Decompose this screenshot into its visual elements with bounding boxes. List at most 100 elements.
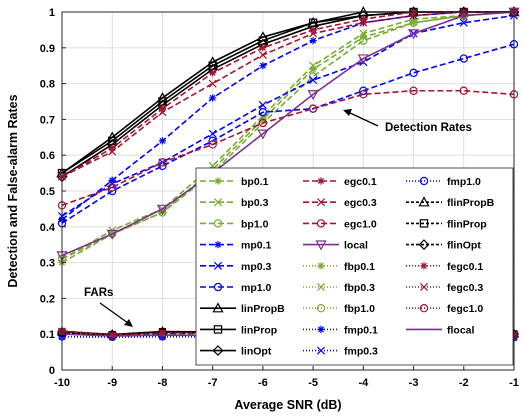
legend-label-linProp: linProp: [241, 324, 277, 336]
point-bp0.1: [309, 65, 317, 73]
x-tick-label: -2: [459, 377, 469, 389]
legend-marker-fbp0.1: [317, 262, 325, 270]
x-tick-label: -1: [509, 377, 519, 389]
line-egc0.3: [61, 11, 514, 178]
point-egc0.3: [208, 79, 217, 88]
point-mp0.1: [259, 62, 267, 70]
annotation-arrowhead-detection: [343, 109, 352, 116]
legend-label-fmp1.0: fmp1.0: [447, 176, 481, 188]
point-bp1.0: [359, 36, 368, 45]
legend-label-flinOpt: flinOpt: [447, 240, 481, 252]
y-tick-label: 0: [49, 365, 55, 377]
legend-marker-local: [315, 240, 327, 251]
x-tick-label: -4: [358, 377, 369, 389]
x-tick-label: -6: [258, 377, 268, 389]
axes: -10 -9 -8 -7 -6 -5 -4 -3 -2 -100.10.20.30.40.50.6…: [40, 7, 519, 389]
legend-label-fbp0.3: fbp0.3: [344, 282, 375, 294]
legend-marker-fmp0.3: [316, 346, 326, 355]
point-egc0.1: [259, 44, 267, 52]
y-tick-label: 0.5: [40, 186, 55, 198]
legend-marker-flinProp: [419, 219, 429, 228]
legend-marker-fbp1.0: [316, 304, 326, 313]
x-tick-label: -7: [208, 377, 218, 389]
point-egc0.3: [359, 18, 368, 27]
point-egc1.0: [108, 183, 117, 192]
point-local: [307, 90, 319, 101]
legend-label-linOpt: linOpt: [241, 346, 272, 358]
legend-marker-fmp0.1: [317, 325, 325, 333]
point-egc0.3: [158, 108, 167, 117]
point-mp1.0: [258, 108, 268, 117]
legend-label-egc0.3: egc0.3: [344, 197, 377, 209]
point-bp0.3: [309, 61, 318, 70]
line-bp0.3: [61, 11, 515, 260]
point-egc0.1: [108, 144, 116, 152]
legend-marker-bp0.3: [213, 198, 223, 207]
line-mp0.1: [61, 11, 514, 221]
point-egc0.1: [158, 105, 167, 113]
point-local: [257, 129, 269, 140]
point-mp0.1: [158, 137, 167, 145]
line-mp0.3: [61, 14, 515, 217]
legend-label-fbp0.1: fbp0.1: [344, 261, 375, 273]
point-egc1.0: [258, 118, 268, 128]
point-linOpt: [458, 6, 470, 18]
annotation-arrowhead-fars: [124, 319, 133, 327]
legend-marker-egc1.0: [316, 219, 326, 228]
point-mp0.3: [258, 101, 267, 110]
legend-label-mp0.3: mp0.3: [241, 261, 272, 273]
point-egc1.0: [308, 104, 318, 113]
point-local: [106, 229, 118, 240]
legend-marker-flinPropB: [418, 196, 430, 207]
point-egc0.1: [309, 26, 317, 34]
legend-marker-egc0.1: [317, 177, 325, 185]
y-tick-label: 0.4: [40, 222, 56, 234]
legend-label-linPropB: linPropB: [241, 303, 285, 315]
legend-marker-mp0.1: [214, 241, 222, 249]
y-tick-label: 0.6: [40, 150, 55, 162]
legend-label-fbp1.0: fbp1.0: [344, 303, 375, 315]
legend-label-mp0.1: mp0.1: [241, 240, 272, 252]
point-local: [357, 54, 369, 65]
annotations: Detection Rates FARs: [84, 109, 472, 327]
point-egc0.3: [409, 11, 418, 20]
point-egc1.0: [359, 90, 368, 99]
y-tick-label: 0.9: [40, 43, 55, 55]
legend-marker-linProp: [213, 325, 223, 334]
legend-marker-fmp1.0: [419, 176, 429, 186]
legend-marker-linOpt: [212, 345, 224, 357]
annotation-arrow-fars: [99, 302, 129, 324]
annotation-fars: FARs: [84, 287, 113, 299]
x-tick-label: -9: [107, 377, 117, 389]
legend-label-bp0.3: bp0.3: [241, 197, 269, 209]
x-tick-label: -5: [308, 377, 318, 389]
point-mp1.0: [409, 68, 418, 78]
legend-marker-fegc1.0: [419, 304, 429, 313]
point-egc0.3: [258, 50, 267, 59]
legend-marker-mp1.0: [213, 282, 223, 292]
legend-label-bp0.1: bp0.1: [241, 176, 269, 188]
point-egc1.0: [158, 158, 167, 167]
legend-label-fegc0.1: fegc0.1: [447, 261, 483, 273]
legend-marker-egc0.3: [316, 198, 326, 207]
line-local: [61, 11, 515, 257]
legend-marker-fegc0.3: [419, 282, 429, 292]
point-linOpt: [408, 6, 420, 18]
point-mp0.1: [108, 176, 116, 184]
annotation-arrow-detection: [347, 111, 379, 127]
line-mp1.0: [61, 43, 515, 224]
far-point-fegc1.0: [108, 332, 116, 340]
point-local: [156, 204, 169, 215]
point-mp0.3: [208, 129, 217, 138]
detection-lines: [56, 6, 520, 267]
line-egc1.0: [61, 89, 515, 207]
legend-label-flinProp: flinProp: [447, 218, 487, 230]
point-mp0.3: [309, 75, 318, 85]
annotation-detection-rates: Detection Rates: [385, 122, 472, 134]
legend-marker-fbp0.3: [316, 282, 326, 292]
y-tick-label: 1: [49, 7, 55, 19]
legend-label-mp1.0: mp1.0: [241, 282, 272, 294]
legend-label-egc0.1: egc0.1: [344, 176, 377, 188]
y-tick-label: 0.8: [40, 79, 55, 91]
